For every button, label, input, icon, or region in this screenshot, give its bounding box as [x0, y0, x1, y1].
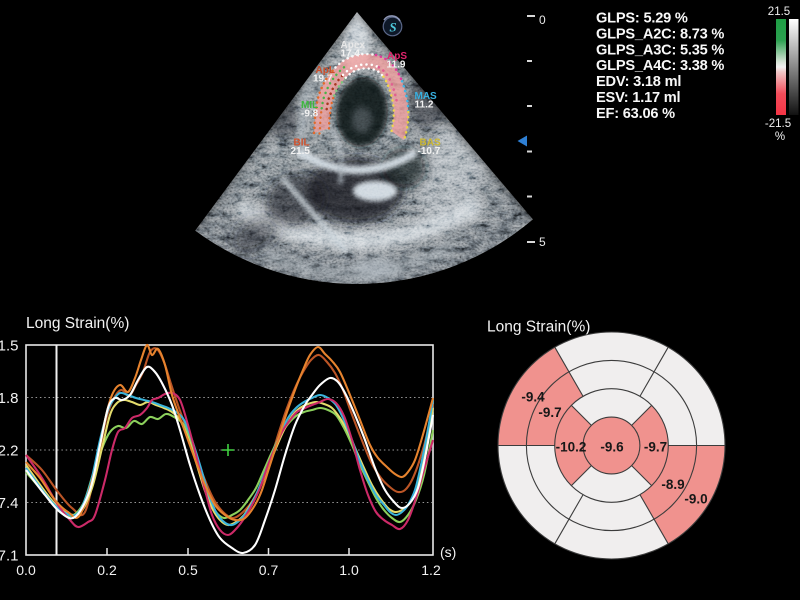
- svg-text:ApL: ApL: [316, 65, 335, 76]
- svg-text:GLPS_A4C: 3.38 %: GLPS_A4C: 3.38 %: [596, 58, 724, 74]
- svg-text:-10.2: -10.2: [556, 440, 587, 455]
- svg-text:0: 0: [539, 13, 546, 27]
- svg-text:ApS: ApS: [387, 51, 407, 62]
- svg-text:19.7: 19.7: [313, 74, 333, 85]
- svg-text:-9.0: -9.0: [684, 492, 707, 507]
- svg-text:11.2: 11.2: [415, 99, 434, 110]
- svg-text:-9.8: -9.8: [301, 109, 319, 120]
- svg-text:Apex: Apex: [341, 40, 366, 51]
- svg-text:BAS: BAS: [420, 138, 441, 149]
- svg-text:21.5: 21.5: [291, 146, 311, 157]
- svg-text:1.8: 1.8: [0, 390, 19, 407]
- svg-text:7.1: 7.1: [0, 547, 19, 564]
- svg-text:Long Strain(%): Long Strain(%): [487, 319, 590, 336]
- svg-text:0.0: 0.0: [16, 562, 36, 578]
- svg-text:%: %: [775, 131, 785, 143]
- svg-text:-21.5: -21.5: [765, 118, 791, 130]
- svg-text:0.5: 0.5: [178, 562, 198, 578]
- svg-text:-9.7: -9.7: [644, 440, 667, 455]
- svg-text:EDV: 3.18 ml: EDV: 3.18 ml: [596, 74, 681, 90]
- svg-text:5: 5: [539, 235, 546, 249]
- svg-text:ESV: 1.17 ml: ESV: 1.17 ml: [596, 90, 681, 106]
- svg-text:-10.7: -10.7: [418, 146, 441, 157]
- svg-text:1.2: 1.2: [421, 562, 441, 578]
- svg-text:GLPS_A3C: 5.35 %: GLPS_A3C: 5.35 %: [596, 42, 724, 58]
- svg-text:1.5: 1.5: [0, 337, 19, 354]
- svg-text:17.4: 17.4: [341, 48, 361, 59]
- svg-text:EF: 63.06 %: EF: 63.06 %: [596, 106, 675, 122]
- svg-text:0.7: 0.7: [259, 562, 279, 578]
- svg-text:0.2: 0.2: [97, 562, 117, 578]
- svg-text:GLPS: 5.29 %: GLPS: 5.29 %: [596, 11, 688, 27]
- svg-text:MIL: MIL: [301, 100, 318, 111]
- svg-text:21.5: 21.5: [768, 6, 790, 18]
- svg-text:11.9: 11.9: [387, 59, 406, 70]
- svg-text:-9.6: -9.6: [600, 440, 624, 455]
- svg-text:MAS: MAS: [415, 91, 438, 102]
- svg-text:BIL: BIL: [294, 138, 310, 149]
- svg-text:-9.7: -9.7: [538, 405, 561, 420]
- svg-text:S: S: [389, 20, 396, 35]
- svg-text:(s): (s): [440, 544, 456, 560]
- svg-text:-9.4: -9.4: [521, 390, 545, 405]
- svg-text:-8.9: -8.9: [661, 477, 684, 492]
- svg-text:GLPS_A2C: 8.73 %: GLPS_A2C: 8.73 %: [596, 26, 724, 42]
- svg-text:1.0: 1.0: [339, 562, 359, 578]
- svg-text:Long Strain(%): Long Strain(%): [26, 315, 129, 332]
- svg-text:2.2: 2.2: [0, 442, 19, 459]
- svg-text:7.4: 7.4: [0, 495, 19, 512]
